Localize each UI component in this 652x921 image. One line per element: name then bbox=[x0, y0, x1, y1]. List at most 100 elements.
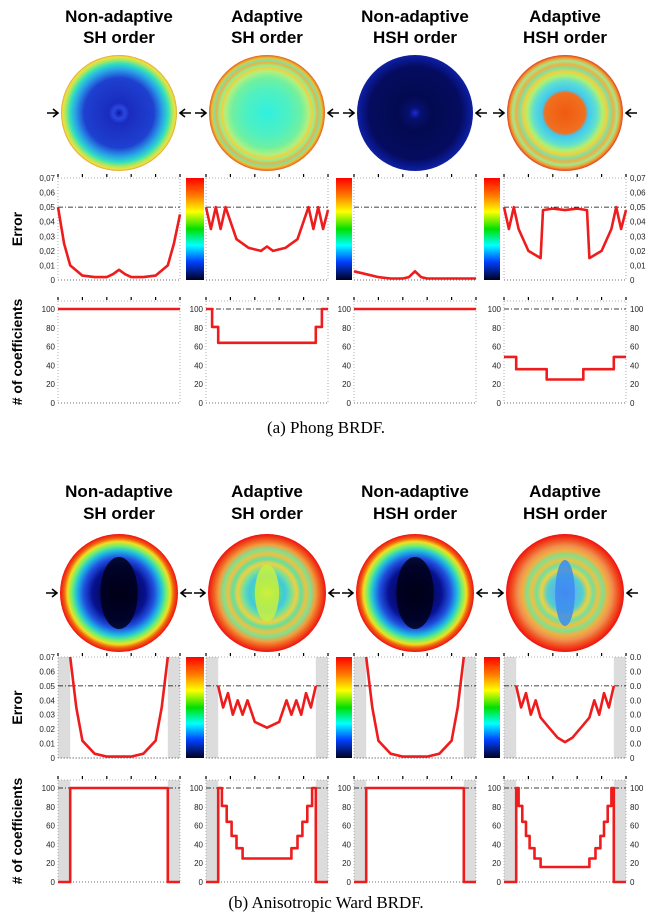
column-title-line1: Adaptive bbox=[231, 7, 303, 26]
arrow-icon bbox=[195, 108, 208, 118]
disk-core bbox=[254, 564, 280, 622]
error-tick-label: 0 bbox=[51, 754, 56, 763]
column-title-line2: SH order bbox=[231, 28, 303, 47]
coef-tick-label: 100 bbox=[42, 305, 56, 314]
error-tick-label: 0,07 bbox=[39, 174, 55, 183]
series-line bbox=[68, 656, 170, 758]
plot-frame bbox=[57, 300, 181, 404]
error-tick-label: 0.05 bbox=[39, 682, 55, 691]
column-title-line2: SH order bbox=[231, 504, 303, 523]
coef-tick-label: 20 bbox=[492, 859, 501, 868]
plot-frame bbox=[353, 177, 477, 281]
error-plot bbox=[502, 174, 628, 281]
coef-tick-label-right: 0 bbox=[630, 399, 635, 408]
error-tick-label-right: 0.0 bbox=[630, 725, 642, 734]
column-title-line2: HSH order bbox=[523, 504, 607, 523]
series-line bbox=[354, 786, 476, 884]
error-disk bbox=[357, 55, 473, 171]
colormap-bar bbox=[336, 178, 352, 280]
error-tick-label: 0,04 bbox=[39, 218, 55, 227]
coef-tick-label: 80 bbox=[492, 803, 501, 812]
error-tick-label: 0.01 bbox=[39, 740, 55, 749]
coef-tick-label: 20 bbox=[46, 859, 55, 868]
error-tick-label: 0.04 bbox=[39, 696, 55, 705]
plot-frame bbox=[353, 656, 477, 759]
plot-frame bbox=[503, 300, 627, 404]
arrow-icon bbox=[343, 108, 356, 118]
error-tick-label: 0,05 bbox=[39, 203, 55, 212]
plot-frame bbox=[205, 177, 329, 281]
coef-tick-label: 0 bbox=[199, 878, 204, 887]
coef-tick-label: 80 bbox=[342, 803, 351, 812]
coef-tick-label: 80 bbox=[46, 324, 55, 333]
coef-tick-label-right: 80 bbox=[630, 324, 639, 333]
error-plot bbox=[205, 653, 329, 759]
error-tick-label-right: 0.0 bbox=[630, 653, 642, 662]
coef-tick-label: 0 bbox=[497, 399, 502, 408]
coef-plot bbox=[205, 776, 329, 884]
disk-core bbox=[555, 560, 575, 626]
series-line bbox=[58, 786, 180, 884]
plot-frame bbox=[205, 300, 329, 404]
shaded-region bbox=[504, 780, 517, 882]
arrow-icon bbox=[194, 588, 207, 598]
coef-tick-label: 40 bbox=[46, 361, 55, 370]
shaded-region bbox=[167, 657, 180, 758]
coef-tick-label-right: 60 bbox=[630, 343, 639, 352]
plot-frame bbox=[205, 656, 329, 759]
coef-tick-label-right: 20 bbox=[630, 380, 639, 389]
coef-tick-label: 20 bbox=[342, 859, 351, 868]
error-plot bbox=[353, 653, 477, 759]
arrow-icon bbox=[625, 588, 638, 598]
coef-tick-label-right: 60 bbox=[630, 822, 639, 831]
coef-tick-label: 100 bbox=[338, 784, 352, 793]
error-plot bbox=[503, 653, 627, 759]
shaded-region bbox=[58, 780, 71, 882]
coef-tick-label: 80 bbox=[46, 803, 55, 812]
coef-tick-label: 60 bbox=[46, 343, 55, 352]
shaded-region bbox=[463, 657, 476, 758]
series-line bbox=[206, 307, 328, 345]
shaded-region bbox=[613, 657, 626, 758]
coefficients-axis-label: # of coefficients bbox=[9, 299, 25, 406]
column-title-line2: SH order bbox=[83, 504, 155, 523]
shaded-region bbox=[206, 780, 219, 882]
coef-tick-label: 60 bbox=[342, 822, 351, 831]
arrow-icon bbox=[178, 108, 191, 118]
panel-b: Non-adaptive SH order Adaptive SH order Non-… bbox=[9, 482, 644, 912]
coef-tick-label-right: 100 bbox=[630, 784, 644, 793]
coef-plot bbox=[205, 297, 329, 404]
coef-tick-label: 40 bbox=[194, 361, 203, 370]
error-disk bbox=[209, 55, 325, 171]
series-line bbox=[353, 269, 476, 280]
coef-tick-label: 80 bbox=[342, 324, 351, 333]
coef-tick-label: 40 bbox=[492, 361, 501, 370]
coef-plot bbox=[57, 776, 181, 884]
coef-tick-label: 20 bbox=[492, 380, 501, 389]
error-axis-label: Error bbox=[9, 211, 25, 246]
coef-tick-label: 40 bbox=[194, 840, 203, 849]
coef-tick-label: 20 bbox=[342, 380, 351, 389]
error-tick-label: 0,03 bbox=[39, 232, 55, 241]
error-plot bbox=[204, 174, 330, 281]
coef-tick-label: 60 bbox=[492, 343, 501, 352]
column-title-line2: HSH order bbox=[373, 504, 457, 523]
error-tick-label: 0,02 bbox=[39, 247, 55, 256]
coef-tick-label: 100 bbox=[338, 305, 352, 314]
error-axis-label: Error bbox=[9, 690, 25, 725]
plot-frame bbox=[57, 779, 181, 883]
shaded-region bbox=[354, 657, 367, 758]
coef-tick-label: 80 bbox=[492, 324, 501, 333]
series-line bbox=[502, 205, 628, 260]
column-title-line1: Adaptive bbox=[529, 482, 601, 501]
coef-tick-label: 100 bbox=[190, 784, 204, 793]
arrow-icon bbox=[474, 108, 487, 118]
coef-tick-label: 100 bbox=[488, 305, 502, 314]
coef-tick-label: 100 bbox=[42, 784, 56, 793]
coef-tick-label: 40 bbox=[492, 840, 501, 849]
error-tick-label-right: 0,07 bbox=[630, 174, 646, 183]
error-tick-label-right: 0.0 bbox=[630, 667, 642, 676]
coef-tick-label: 40 bbox=[342, 840, 351, 849]
error-disk bbox=[61, 55, 177, 171]
